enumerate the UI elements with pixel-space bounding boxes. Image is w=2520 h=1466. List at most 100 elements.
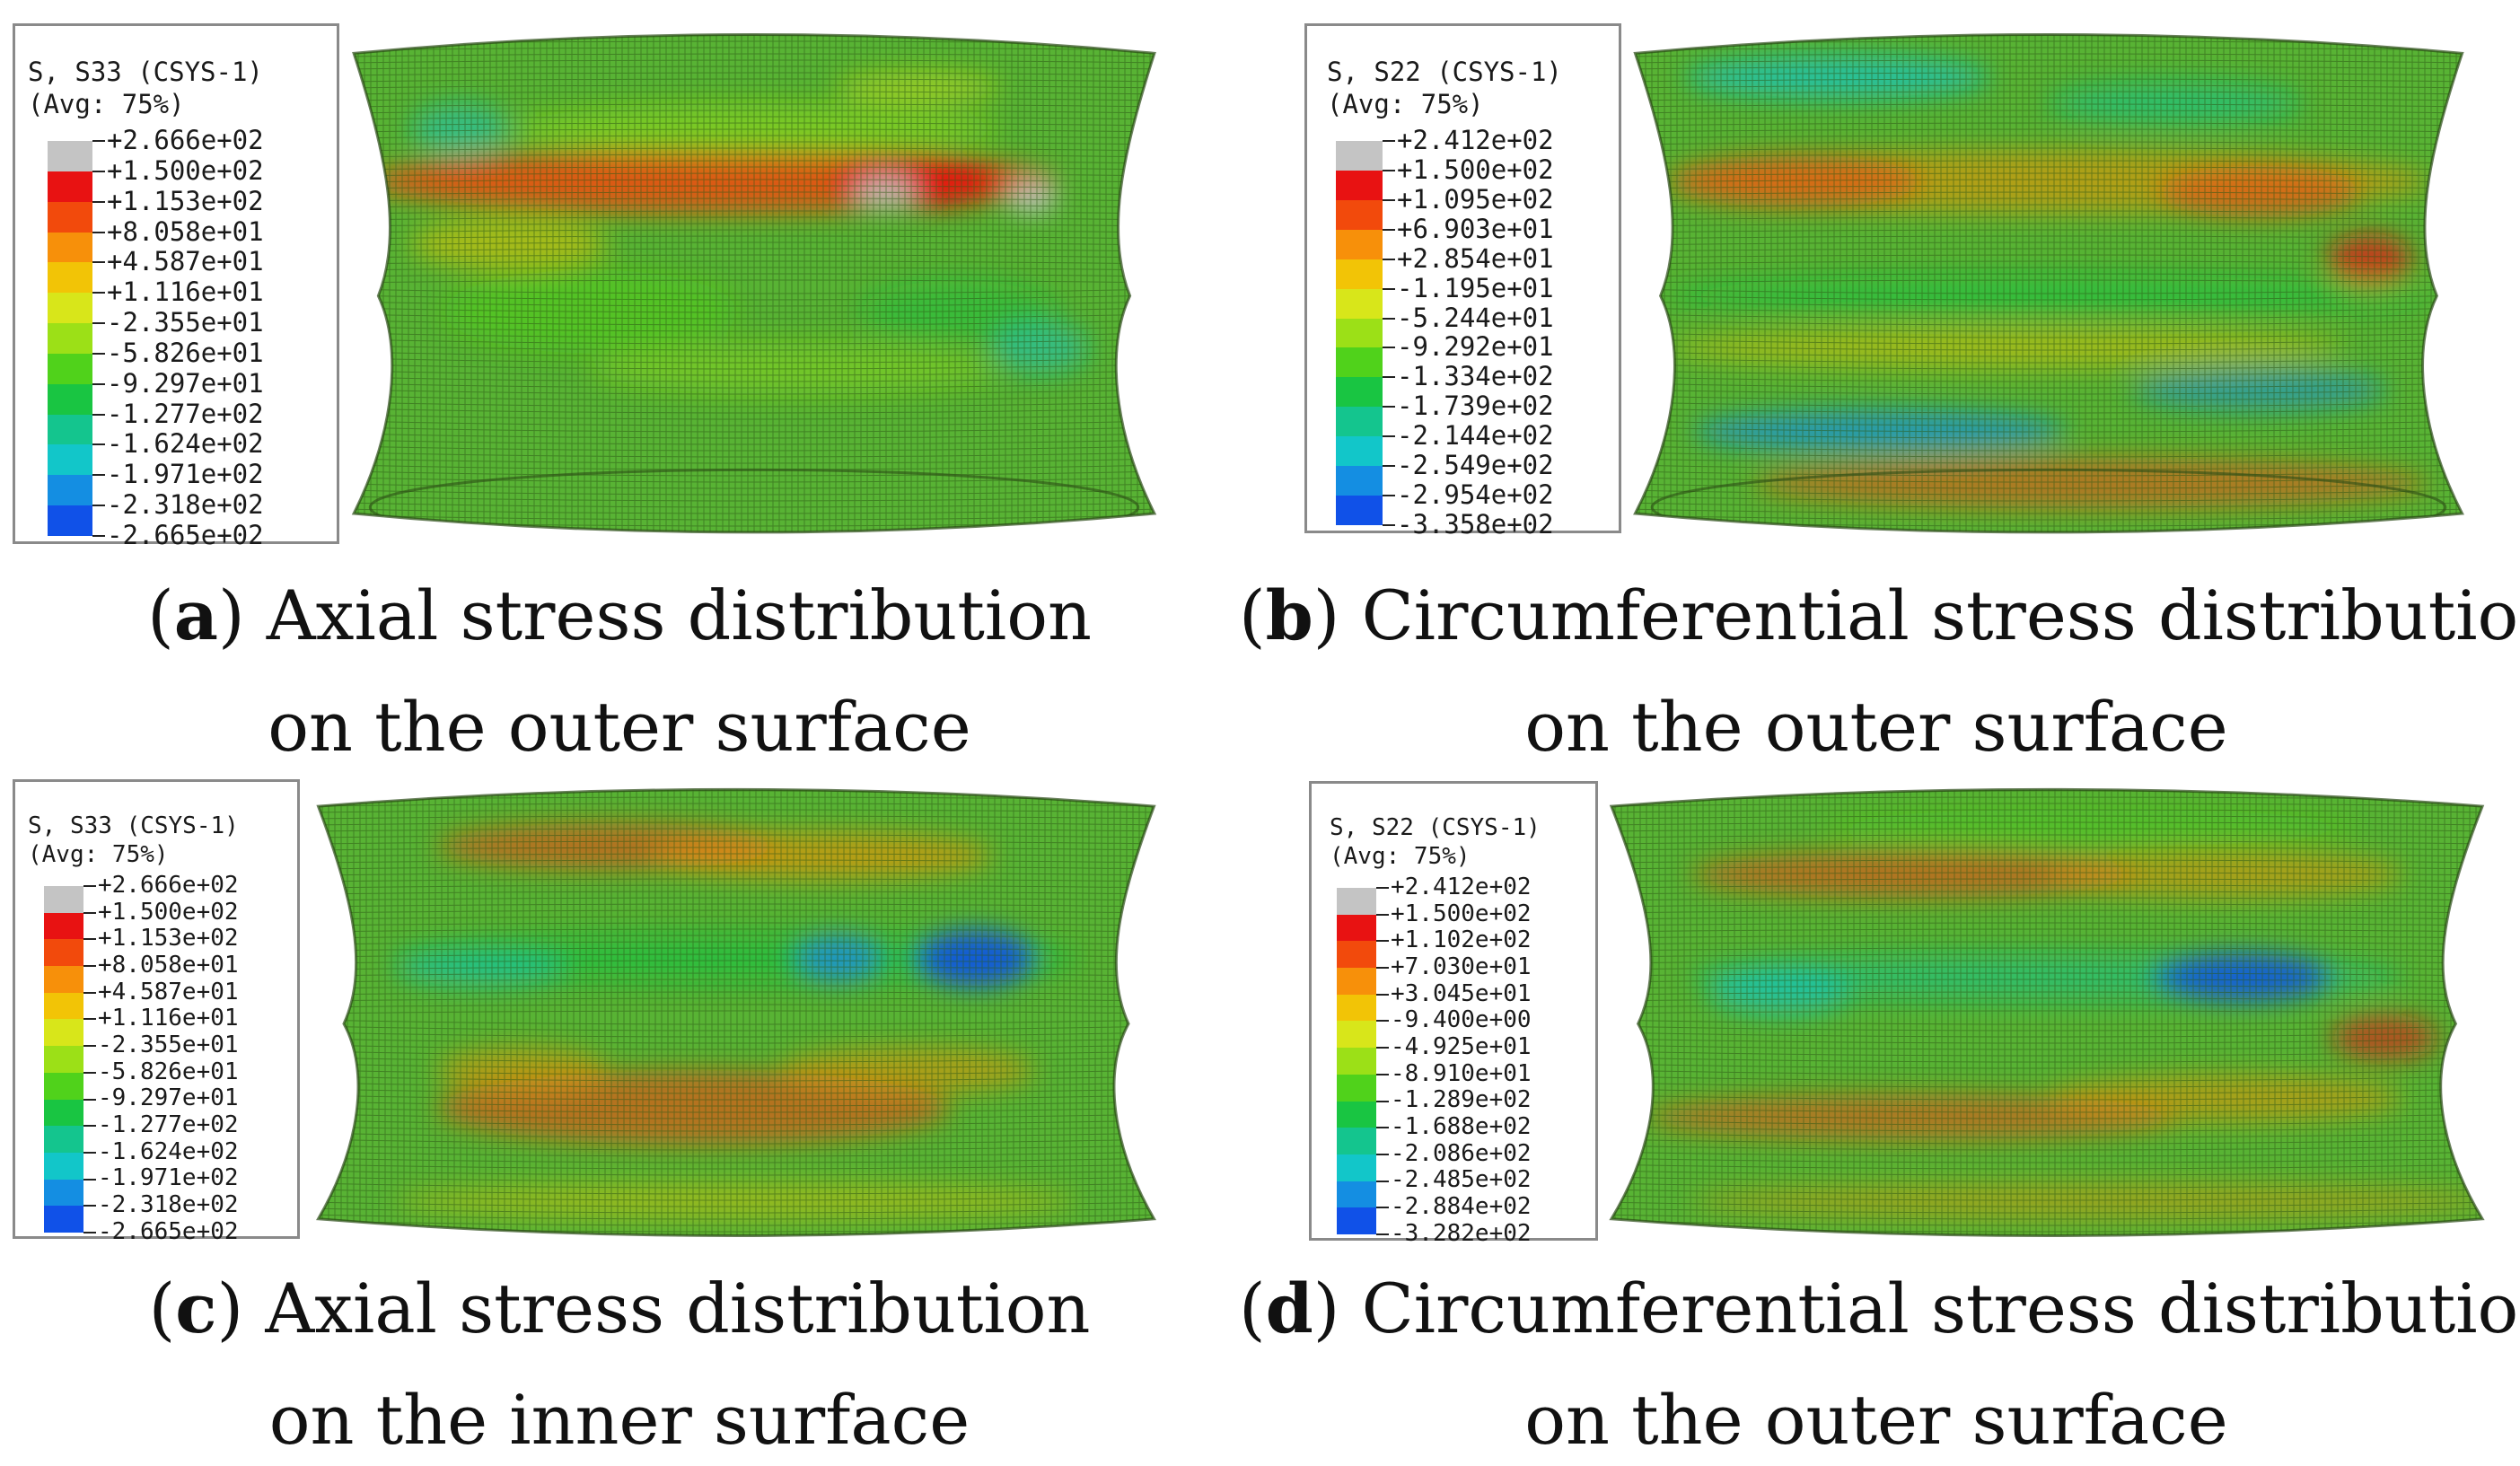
legend-value: -2.355e+01 [98, 1031, 239, 1059]
legend-subtitle: (Avg: 75%) [1327, 89, 1484, 119]
legend-swatch [1336, 407, 1383, 437]
legend-value: -2.665e+02 [98, 1217, 239, 1245]
legend-tick [92, 200, 105, 203]
legend-swatch [1337, 1128, 1376, 1155]
legend-value: -3.358e+02 [1397, 509, 1554, 540]
legend-value: -4.925e+01 [1391, 1033, 1532, 1061]
legend-tick [83, 1232, 96, 1233]
legend-b: S, S22 (CSYS-1) (Avg: 75%) +2.412e+02 +1.… [1304, 23, 1621, 540]
legend-tick [1376, 993, 1389, 996]
legend-swatch [1336, 141, 1383, 171]
legend-swatch [1337, 888, 1376, 916]
legend-swatch [1336, 436, 1383, 467]
legend-swatch [48, 262, 92, 294]
legend-tick [1376, 1047, 1389, 1049]
legend-tick [92, 535, 105, 537]
legend-swatch [1336, 496, 1383, 526]
legend-value: +4.587e+01 [107, 246, 264, 277]
legend-swatch [1336, 170, 1383, 201]
legend-value: +1.500e+02 [107, 154, 264, 186]
legend-value: -2.318e+02 [98, 1191, 239, 1219]
legend-value: -9.400e+00 [1391, 1006, 1532, 1034]
legend-value: +3.045e+01 [1391, 979, 1532, 1007]
legend-swatch [1336, 318, 1383, 348]
legend-swatch [44, 1179, 83, 1207]
legend-tick [1376, 1100, 1389, 1102]
legend-value: +1.153e+02 [107, 185, 264, 216]
legend-tick [92, 261, 105, 264]
legend-swatch [44, 1072, 83, 1101]
legend-tick [1376, 967, 1389, 970]
color-bar [1337, 888, 1376, 1235]
legend-tick [1383, 228, 1395, 231]
legend-tick [83, 991, 96, 994]
legend-tick [83, 1125, 96, 1128]
legend-value: -9.297e+01 [107, 367, 264, 399]
legend-swatch [44, 1206, 83, 1233]
legend-tick [1376, 1233, 1389, 1235]
caption-text: Circumferential stress distribution [1361, 1268, 2520, 1348]
legend-tick [83, 885, 96, 887]
caption-b: (b) Circumferential stress distribution … [1239, 582, 2520, 779]
legend-swatch [48, 475, 92, 506]
legend-swatch [1336, 466, 1383, 496]
legend-tick [83, 911, 96, 914]
legend-title: S, S22 (CSYS-1) [1327, 57, 1562, 87]
legend-value: -8.910e+01 [1391, 1059, 1532, 1087]
legend-tick [1376, 913, 1389, 916]
legend-value: -1.289e+02 [1391, 1086, 1532, 1114]
legend-tick [92, 352, 105, 355]
legend-value: +8.058e+01 [98, 951, 239, 979]
legend-value: -1.971e+02 [98, 1164, 239, 1192]
legend-swatch [48, 414, 92, 445]
legend-swatch [48, 444, 92, 476]
legend-value: +2.666e+02 [98, 871, 239, 899]
legend-tick [83, 1205, 96, 1207]
legend-tick [83, 1151, 96, 1154]
legend-value: -2.355e+01 [107, 307, 264, 338]
legend-swatch [1337, 1181, 1376, 1208]
legend-swatch [1336, 377, 1383, 408]
legend-value: -1.334e+02 [1397, 361, 1554, 392]
legend-tick [1383, 524, 1395, 526]
legend-swatch [1337, 1154, 1376, 1182]
legend-value: -1.624e+02 [107, 428, 264, 460]
legend-swatch [44, 1152, 83, 1181]
stress-contour-model-c [316, 787, 1156, 1237]
legend-tick [1383, 169, 1395, 171]
legend-swatch [48, 353, 92, 385]
legend-swatch [44, 912, 83, 940]
legend-value: -5.244e+01 [1397, 302, 1554, 333]
legend-swatch [48, 323, 92, 355]
legend-tick [83, 1045, 96, 1048]
legend-tick [92, 413, 105, 416]
legend-tick [83, 1178, 96, 1181]
legend-value: +2.412e+02 [1391, 873, 1532, 900]
legend-swatch [1336, 259, 1383, 290]
legend-tick [83, 938, 96, 941]
legend-tick [92, 474, 105, 477]
legend-value: -2.549e+02 [1397, 450, 1554, 481]
legend-swatch [48, 293, 92, 324]
color-bar [48, 141, 92, 537]
legend-tick [1383, 287, 1395, 290]
legend-title: S, S33 (CSYS-1) [28, 57, 263, 87]
legend-tick [1376, 1020, 1389, 1023]
legend-value: -1.195e+01 [1397, 272, 1554, 303]
legend-swatch [48, 383, 92, 416]
legend-value: +1.500e+02 [1397, 154, 1554, 185]
legend-swatch [1337, 1048, 1376, 1075]
legend-c: S, S33 (CSYS-1) (Avg: 75%) +2.666e+02 +1.… [13, 779, 300, 1245]
color-bar [1336, 141, 1383, 526]
stress-contour-model-a [351, 32, 1157, 534]
legend-tick [83, 965, 96, 968]
legend-value: -2.144e+02 [1397, 420, 1554, 452]
legend-tick [92, 170, 105, 172]
legend-value: +7.030e+01 [1391, 952, 1532, 980]
legend-value: +1.116e+01 [98, 1005, 239, 1032]
legend-tick [1383, 495, 1395, 497]
legend-value: -1.277e+02 [98, 1111, 239, 1139]
legend-d: S, S22 (CSYS-1) (Avg: 75%) +2.412e+02 +1.… [1309, 781, 1598, 1247]
caption-text: Axial stress distribution [266, 575, 1092, 655]
legend-value: -5.826e+01 [98, 1058, 239, 1085]
